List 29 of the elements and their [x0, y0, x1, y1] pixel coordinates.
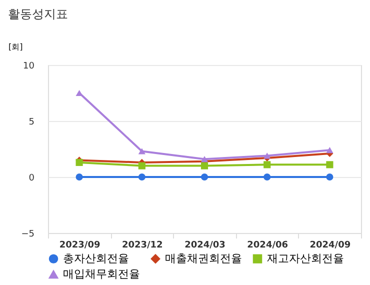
y-axis-title: [회]	[8, 42, 23, 52]
y-tick-label: 5	[28, 118, 34, 128]
y-tick-label: 0	[28, 174, 35, 184]
point	[138, 162, 146, 170]
point	[326, 147, 334, 154]
point	[326, 161, 334, 168]
legend-label: 매입채무회전율	[63, 268, 140, 280]
x-tick-label: 2024/03	[184, 240, 226, 250]
point	[76, 173, 83, 181]
legend-label: 총자산회전율	[63, 252, 129, 265]
point	[326, 173, 334, 181]
x-tick-label: 2023/09	[59, 240, 100, 250]
legend-label: 매출채권회전율	[165, 252, 242, 265]
point	[264, 161, 271, 168]
point	[200, 173, 208, 181]
legend-label: 재고자산회전율	[267, 252, 344, 265]
x-tick-label: 2024/09	[310, 240, 351, 250]
point	[138, 148, 146, 154]
point	[138, 173, 146, 181]
point	[264, 152, 271, 159]
point	[76, 90, 83, 96]
y-tick-label: −5	[21, 230, 34, 240]
point	[200, 156, 208, 162]
x-tick-label: 2023/12	[122, 240, 163, 250]
x-tick-label: 2024/06	[247, 240, 288, 250]
point	[264, 173, 271, 181]
point	[200, 162, 208, 170]
y-tick-label: 10	[23, 62, 35, 72]
chart-title: 활동성지표	[8, 7, 68, 21]
